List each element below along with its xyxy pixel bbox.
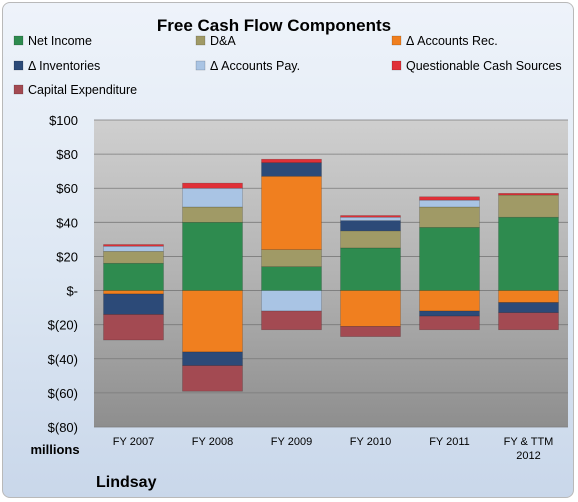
bar-segment xyxy=(498,290,559,303)
bar-segment xyxy=(103,244,164,247)
bars xyxy=(103,158,559,392)
bar-segment xyxy=(261,290,322,312)
bar-segment xyxy=(261,310,322,331)
legend-label: Net Income xyxy=(28,34,92,48)
bar-segment xyxy=(103,293,164,315)
bar-segment xyxy=(182,365,243,392)
legend-swatch xyxy=(391,60,402,71)
x-tick-label: FY 2010 xyxy=(350,436,391,448)
bar-segment xyxy=(498,312,559,331)
x-tick-label: FY 2008 xyxy=(192,436,233,448)
x-tick-label: FY 2007 xyxy=(113,436,154,448)
y-tick-label: $60 xyxy=(56,181,78,196)
legend-label: Δ Inventories xyxy=(28,59,100,73)
bar-segment xyxy=(103,262,164,291)
bar-segment xyxy=(419,206,480,228)
legend-label: Δ Accounts Rec. xyxy=(406,34,498,48)
x-tick-label: FY 2009 xyxy=(271,436,312,448)
legend-swatch xyxy=(13,84,24,95)
bar-segment xyxy=(419,290,480,312)
plot-area xyxy=(94,120,568,427)
gridlines xyxy=(94,119,568,428)
y-tick-label: $40 xyxy=(56,215,78,230)
bar-segment xyxy=(498,194,559,218)
bar-segment xyxy=(261,266,322,291)
bar-segment xyxy=(182,187,243,208)
y-axis-unit-label: millions xyxy=(30,442,79,457)
bar-segment xyxy=(419,199,480,208)
y-tick-label: $20 xyxy=(56,249,78,264)
chart-title: Free Cash Flow Components xyxy=(157,16,391,35)
bar-segment xyxy=(498,302,559,314)
bar-segment xyxy=(103,245,164,252)
bar-segment xyxy=(419,196,480,201)
bar-segment xyxy=(340,247,401,291)
legend-label: D&A xyxy=(210,34,236,48)
bar-segment xyxy=(103,251,164,264)
legend-label: Capital Expenditure xyxy=(28,83,137,97)
bar-segment xyxy=(103,290,164,295)
bar-segment xyxy=(103,314,164,341)
bar-segment xyxy=(419,315,480,331)
company-name: Lindsay xyxy=(96,474,157,491)
bar-segment xyxy=(419,227,480,291)
bar-segment xyxy=(182,206,243,223)
legend-swatch xyxy=(391,35,402,46)
bar-segment xyxy=(498,216,559,291)
y-tick-label: $(80) xyxy=(48,420,78,435)
bar-segment xyxy=(182,182,243,189)
y-tick-label: $(40) xyxy=(48,352,78,367)
bar-segment xyxy=(340,326,401,337)
bar-segment xyxy=(419,310,480,317)
bar-segment xyxy=(182,351,243,366)
bar-segment xyxy=(340,290,401,327)
bar-segment xyxy=(340,216,401,221)
bar-segment xyxy=(498,193,559,196)
x-axis-ticks: FY 2007 FY 2008 FY 2009 FY 2010 FY 2011 FY & … xyxy=(113,436,554,462)
y-tick-label: $(20) xyxy=(48,318,78,333)
bar-segment xyxy=(261,175,322,250)
bar-segment xyxy=(182,222,243,291)
y-tick-label: $(60) xyxy=(48,386,78,401)
bar-segment xyxy=(261,158,322,163)
legend-swatch xyxy=(195,35,206,46)
x-tick-label: FY 2011 xyxy=(429,436,470,448)
legend-swatch xyxy=(195,60,206,71)
bar-segment xyxy=(182,290,243,353)
y-tick-label: $80 xyxy=(56,147,78,162)
legend: Net Income D&A Δ Accounts Rec. Δ Inventorie… xyxy=(13,34,562,97)
y-axis-ticks: $100 $80 $60 $40 $20 $- $(20) $(40) $(60) $(80) xyxy=(48,113,78,435)
bar-segment xyxy=(261,162,322,177)
bar-segment xyxy=(340,220,401,232)
bar-segment xyxy=(340,215,401,218)
legend-label: Questionable Cash Sources xyxy=(406,59,562,73)
legend-swatch xyxy=(13,60,24,71)
legend-swatch xyxy=(13,35,24,46)
legend-label: Δ Accounts Pay. xyxy=(210,59,300,73)
bar-segment xyxy=(261,249,322,267)
bar-segment xyxy=(340,230,401,249)
y-tick-label: $100 xyxy=(49,113,78,128)
x-tick-label: FY & TTM 2012 xyxy=(504,436,554,462)
y-tick-label: $- xyxy=(66,284,78,299)
